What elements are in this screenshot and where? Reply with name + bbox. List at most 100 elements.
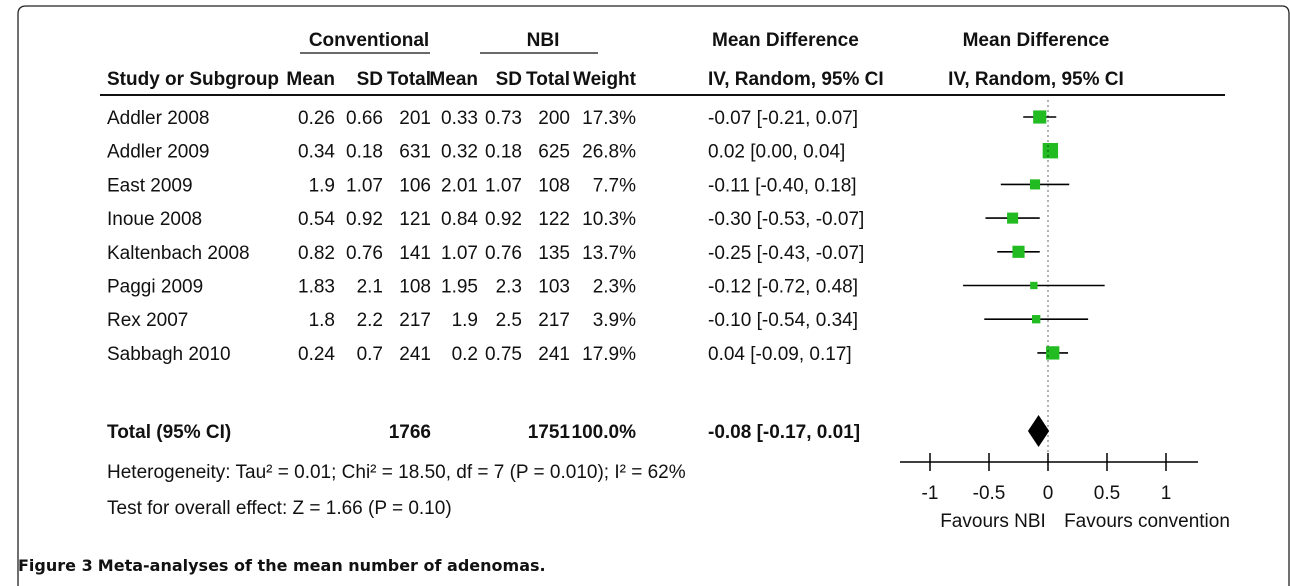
study-row: Kaltenbach 2008 0.82 0.76 141 1.07 0.76 135 13.… bbox=[107, 243, 864, 264]
column-header-nbi-total: Total bbox=[526, 69, 570, 90]
column-header-ci-left: IV, Random, 95% CI bbox=[708, 69, 884, 90]
cell-nbi-mean: 1.9 bbox=[452, 310, 478, 331]
cell-ci-text: -0.25 [-0.43, -0.07] bbox=[708, 243, 864, 264]
cell-ci-text: -0.30 [-0.53, -0.07] bbox=[708, 209, 864, 230]
cell-conv-total: 241 bbox=[399, 344, 431, 365]
point-estimate bbox=[1033, 110, 1047, 124]
cell-conv-total: 108 bbox=[399, 277, 431, 298]
cell-conv-mean: 1.8 bbox=[309, 310, 335, 331]
cell-study-name: East 2009 bbox=[107, 175, 193, 196]
column-header-conv-total: Total bbox=[387, 69, 431, 90]
figure-border bbox=[17, 5, 1290, 586]
cell-conv-mean: 1.83 bbox=[298, 277, 335, 298]
x-tick-label: 0 bbox=[1043, 483, 1054, 504]
cell-weight: 26.8% bbox=[582, 142, 636, 163]
caption-label: Figure 3 bbox=[18, 556, 93, 575]
point-estimate bbox=[1030, 281, 1038, 290]
cell-ci-text: -0.11 [-0.40, 0.18] bbox=[708, 175, 857, 196]
study-row: Addler 2008 0.26 0.66 201 0.33 0.73 200 17.3% -0… bbox=[107, 108, 858, 129]
figure-caption: Figure 3 Meta-analyses of the mean numbe… bbox=[18, 556, 546, 575]
cell-nbi-mean: 0.84 bbox=[441, 209, 478, 230]
cell-nbi-mean: 0.32 bbox=[441, 142, 478, 163]
x-tick-label: -0.5 bbox=[973, 483, 1006, 504]
cell-conv-total: 631 bbox=[399, 142, 431, 163]
cell-conv-mean: 0.24 bbox=[298, 344, 335, 365]
point-estimate bbox=[1007, 212, 1019, 224]
column-header-conv-mean: Mean bbox=[286, 69, 335, 90]
cell-conv-sd: 1.07 bbox=[346, 175, 383, 196]
cell-nbi-sd: 2.5 bbox=[496, 310, 522, 331]
cell-conv-total: 121 bbox=[399, 209, 431, 230]
column-header-weight: Weight bbox=[573, 69, 637, 90]
pooled-diamond bbox=[1027, 415, 1050, 447]
cell-nbi-total: 200 bbox=[538, 108, 570, 129]
cell-conv-sd: 0.66 bbox=[346, 108, 383, 129]
x-axis: -1 -0.5 0 0.5 1 Favours NBI Favours convention bbox=[900, 100, 1230, 532]
cell-nbi-total: 625 bbox=[538, 142, 570, 163]
cell-study-name: Rex 2007 bbox=[107, 310, 188, 331]
cell-study-name: Inoue 2008 bbox=[107, 209, 202, 230]
cell-nbi-total: 103 bbox=[538, 277, 570, 298]
cell-nbi-total: 135 bbox=[538, 243, 570, 264]
forest-marks bbox=[963, 110, 1105, 360]
study-row: East 2009 1.9 1.07 106 2.01 1.07 108 7.7% -0.11 … bbox=[107, 175, 857, 196]
cell-study-name: Kaltenbach 2008 bbox=[107, 243, 250, 264]
cell-nbi-sd: 1.07 bbox=[485, 175, 522, 196]
header-nbi: NBI bbox=[527, 30, 560, 51]
cell-nbi-mean: 0.2 bbox=[452, 344, 478, 365]
study-row: Addler 2009 0.34 0.18 631 0.32 0.18 625 26.8% 0.… bbox=[107, 142, 845, 163]
cell-nbi-mean: 1.95 bbox=[441, 277, 478, 298]
cell-ci-text: -0.07 [-0.21, 0.07] bbox=[708, 108, 858, 129]
cell-nbi-mean: 2.01 bbox=[441, 175, 478, 196]
total-conv: 1766 bbox=[389, 422, 431, 443]
cell-study-name: Addler 2009 bbox=[107, 142, 209, 163]
cell-weight: 3.9% bbox=[593, 310, 636, 331]
x-tick-label: 0.5 bbox=[1094, 483, 1120, 504]
heterogeneity-note: Heterogeneity: Tau² = 0.01; Chi² = 18.50… bbox=[107, 462, 686, 483]
cell-weight: 2.3% bbox=[593, 277, 636, 298]
total-nbi: 1751 bbox=[528, 422, 571, 443]
cell-weight: 7.7% bbox=[593, 175, 636, 196]
cell-study-name: Sabbagh 2010 bbox=[107, 344, 231, 365]
study-row: Rex 2007 1.8 2.2 217 1.9 2.5 217 3.9% -0.10 [-0.… bbox=[107, 310, 858, 331]
cell-weight: 17.3% bbox=[582, 108, 636, 129]
cell-conv-total: 201 bbox=[399, 108, 431, 129]
header-mean-difference-left: Mean Difference bbox=[712, 30, 859, 51]
cell-nbi-mean: 0.33 bbox=[441, 108, 478, 129]
cell-conv-sd: 0.76 bbox=[346, 243, 383, 264]
cell-nbi-total: 108 bbox=[538, 175, 570, 196]
header-mean-difference-right: Mean Difference bbox=[963, 30, 1110, 51]
point-estimate bbox=[1046, 346, 1060, 360]
cell-study-name: Paggi 2009 bbox=[107, 277, 203, 298]
cell-weight: 17.9% bbox=[582, 344, 636, 365]
cell-nbi-sd: 0.18 bbox=[485, 142, 522, 163]
cell-conv-sd: 2.2 bbox=[357, 310, 383, 331]
cell-conv-total: 141 bbox=[399, 243, 431, 264]
cell-weight: 13.7% bbox=[582, 243, 636, 264]
favours-left-label: Favours NBI bbox=[940, 511, 1046, 532]
cell-nbi-total: 217 bbox=[538, 310, 570, 331]
caption-text: Meta-analyses of the mean number of aden… bbox=[97, 556, 546, 575]
header-conventional: Conventional bbox=[309, 30, 429, 51]
cell-conv-sd: 0.7 bbox=[357, 344, 383, 365]
cell-nbi-sd: 0.76 bbox=[485, 243, 522, 264]
cell-nbi-sd: 0.73 bbox=[485, 108, 522, 129]
cell-weight: 10.3% bbox=[582, 209, 636, 230]
cell-conv-sd: 0.92 bbox=[346, 209, 383, 230]
cell-conv-mean: 0.26 bbox=[298, 108, 335, 129]
column-header-study: Study or Subgroup bbox=[107, 69, 279, 90]
cell-conv-total: 217 bbox=[399, 310, 431, 331]
cell-nbi-sd: 2.3 bbox=[496, 277, 522, 298]
cell-conv-sd: 2.1 bbox=[357, 277, 383, 298]
x-tick-label: -1 bbox=[922, 483, 939, 504]
study-row: Inoue 2008 0.54 0.92 121 0.84 0.92 122 10.3% -0.… bbox=[107, 209, 864, 230]
cell-ci-text: -0.10 [-0.54, 0.34] bbox=[708, 310, 858, 331]
column-header-conv-sd: SD bbox=[357, 69, 383, 90]
cell-conv-sd: 0.18 bbox=[346, 142, 383, 163]
total-weight: 100.0% bbox=[572, 422, 637, 443]
favours-right-label: Favours convention bbox=[1064, 511, 1230, 532]
study-rows: Addler 2008 0.26 0.66 201 0.33 0.73 200 17.3% -0… bbox=[107, 108, 864, 365]
